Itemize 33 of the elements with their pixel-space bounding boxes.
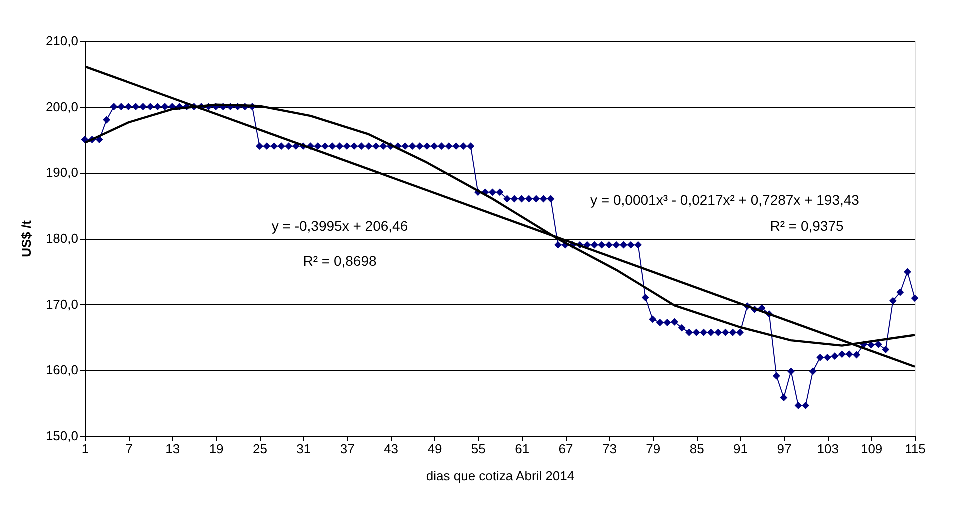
y-axis-title: US$ /t — [18, 220, 34, 258]
annotation: y = 0,0001x³ - 0,0217x² + 0,7287x + 193,43 — [590, 192, 860, 208]
annotation: y = -0,3995x + 206,46 — [272, 218, 408, 234]
y-tick-label: 200,0 — [46, 99, 78, 114]
y-tick-label: 210,0 — [46, 34, 78, 48]
y-tick-label: 150,0 — [46, 428, 78, 444]
x-tick-label: 115 — [905, 442, 926, 456]
x-tick-label: 19 — [209, 442, 224, 456]
x-tick-label: 91 — [734, 442, 748, 456]
x-tick-label: 67 — [558, 442, 574, 456]
x-tick-label: 1 — [82, 442, 90, 456]
x-tick-label: 37 — [340, 442, 355, 456]
x-tick-label: 43 — [384, 442, 399, 456]
x-tick-label: 85 — [690, 442, 704, 456]
x-tick-label: 97 — [777, 442, 792, 456]
y-tick-label: 170,0 — [46, 296, 78, 312]
x-tick-label: 73 — [602, 442, 617, 456]
y-tick-label: 160,0 — [46, 362, 78, 378]
x-tick-label: 61 — [515, 442, 530, 456]
x-tick-label: 103 — [817, 442, 839, 456]
y-tick-label: 180,0 — [46, 231, 78, 246]
x-axis-title: dias que cotiza Abril 2014 — [426, 468, 575, 484]
x-tick-label: 25 — [253, 442, 268, 456]
x-tick-label: 55 — [471, 442, 486, 456]
y-tick-label: 190,0 — [46, 165, 78, 180]
x-tick-label: 13 — [166, 442, 180, 456]
x-tick-label: 79 — [646, 442, 661, 456]
x-tick-label: 31 — [296, 442, 312, 456]
annotation: R² = 0,8698 — [303, 253, 377, 269]
annotation: R² = 0,9375 — [770, 218, 844, 234]
x-tick-label: 109 — [860, 442, 883, 456]
x-tick-label: 49 — [428, 442, 442, 456]
x-tick-label: 7 — [126, 442, 133, 456]
